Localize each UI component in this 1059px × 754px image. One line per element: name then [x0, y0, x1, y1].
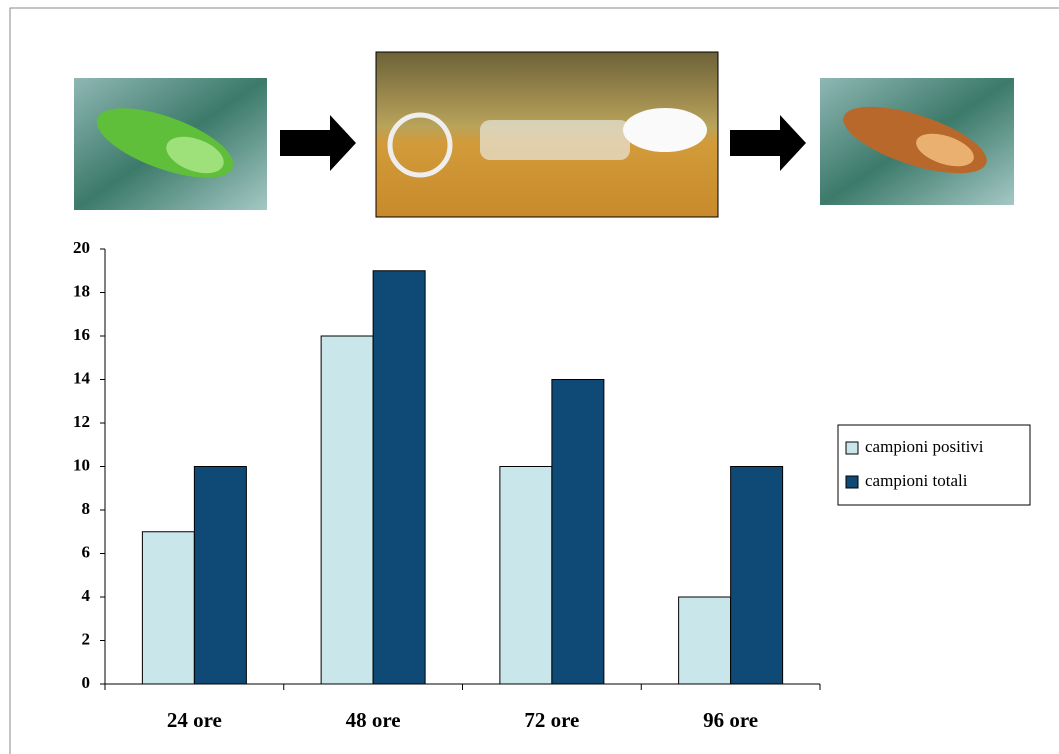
y-tick-label: 18 — [73, 281, 90, 300]
photo-green-insect — [74, 78, 267, 210]
photo-brown-insect — [820, 78, 1014, 205]
y-tick-label: 12 — [73, 412, 90, 431]
bar — [552, 380, 604, 685]
y-tick-label: 0 — [82, 673, 91, 692]
x-tick-label: 24 ore — [167, 708, 222, 732]
x-tick-label: 48 ore — [346, 708, 401, 732]
bar — [500, 467, 552, 685]
y-tick-label: 10 — [73, 455, 90, 474]
y-tick-label: 6 — [82, 542, 91, 561]
y-tick-label: 2 — [82, 629, 91, 648]
page: {"chart_data": {"type": "bar", "categori… — [0, 0, 1059, 754]
bar — [679, 597, 731, 684]
y-tick-label: 14 — [73, 368, 91, 387]
y-tick-label: 20 — [73, 238, 90, 257]
plot: 0 2 4 6 8 10 12 14 16 18 20 24 ore 48 ore 72 ore 96 or… — [73, 238, 1030, 732]
arrow — [730, 115, 806, 171]
bar — [731, 467, 783, 685]
bar — [321, 336, 373, 684]
x-tick-label: 96 ore — [703, 708, 758, 732]
y-tick-label: 4 — [82, 586, 91, 605]
legend-label: campioni positivi — [865, 437, 984, 456]
y-tick-label: 8 — [82, 499, 91, 518]
figure: 0 2 4 6 8 10 12 14 16 18 20 24 ore 48 ore 72 ore 96 or… — [0, 0, 1059, 754]
x-tick-label: 72 ore — [524, 708, 579, 732]
y-tick-label: 16 — [73, 325, 90, 344]
bar — [142, 532, 194, 684]
arrow — [280, 115, 356, 171]
bar — [194, 467, 246, 685]
legend-swatch — [846, 442, 858, 454]
bar — [373, 271, 425, 684]
legend-label: campioni totali — [865, 471, 968, 490]
legend-swatch — [846, 476, 858, 488]
photo-tube — [376, 52, 718, 217]
